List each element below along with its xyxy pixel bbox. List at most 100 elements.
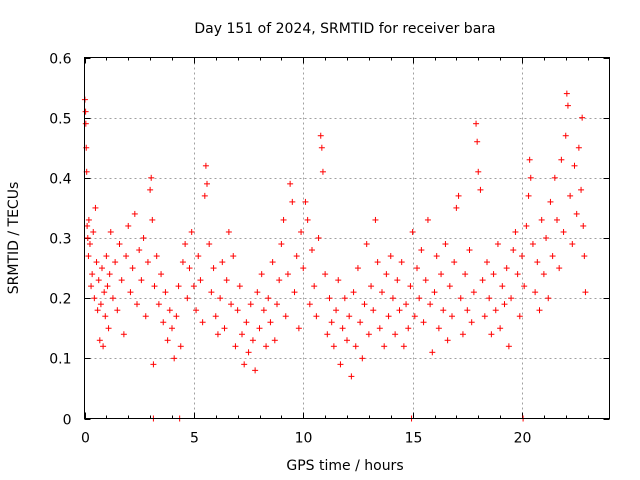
data-point xyxy=(525,192,532,199)
data-point xyxy=(374,259,381,266)
data-point xyxy=(418,247,425,254)
data-point xyxy=(538,216,545,223)
data-point xyxy=(107,228,114,235)
data-point xyxy=(90,228,97,235)
data-point xyxy=(501,301,508,308)
data-point xyxy=(302,198,309,205)
data-point xyxy=(86,241,93,248)
data-point xyxy=(265,295,272,302)
data-point xyxy=(136,247,143,254)
data-point xyxy=(106,271,113,278)
y-tick-labels: 0 0.1 0.2 0.3 0.4 0.5 0.6 xyxy=(49,52,71,429)
data-point xyxy=(193,307,200,314)
x-tick-label: 5 xyxy=(190,431,199,447)
data-point xyxy=(457,295,464,302)
data-point xyxy=(475,168,482,175)
data-point xyxy=(184,295,191,302)
data-point xyxy=(103,253,110,260)
data-point xyxy=(142,313,149,320)
data-point xyxy=(523,222,530,229)
data-point xyxy=(521,283,528,290)
data-point xyxy=(278,241,285,248)
data-point xyxy=(239,331,245,338)
data-point xyxy=(431,289,438,296)
data-point xyxy=(245,349,252,356)
data-point xyxy=(479,277,486,284)
data-point xyxy=(230,253,237,260)
data-point xyxy=(326,295,333,302)
data-point xyxy=(109,295,116,302)
data-point xyxy=(158,271,165,278)
data-point xyxy=(562,132,569,139)
data-point xyxy=(359,355,366,362)
y-tick-label: 0.5 xyxy=(49,112,71,128)
data-point xyxy=(473,120,480,127)
x-tick-label: 15 xyxy=(405,431,423,447)
data-point xyxy=(526,156,533,163)
data-point xyxy=(188,228,195,235)
data-point xyxy=(298,228,305,235)
data-point xyxy=(173,313,180,320)
data-point xyxy=(204,180,210,187)
data-point xyxy=(474,138,481,145)
data-point xyxy=(411,313,418,320)
data-point xyxy=(147,186,154,193)
data-point xyxy=(258,271,265,278)
data-point xyxy=(120,331,127,338)
data-point xyxy=(442,241,449,248)
data-point xyxy=(516,313,523,320)
data-point xyxy=(127,289,134,296)
data-point xyxy=(459,331,466,338)
data-point xyxy=(249,337,256,344)
data-point xyxy=(160,319,167,326)
data-point xyxy=(169,325,175,332)
data-point xyxy=(210,265,217,272)
data-point xyxy=(354,265,361,272)
data-point xyxy=(543,235,550,241)
y-tick-label: 0.6 xyxy=(49,52,71,68)
data-point xyxy=(330,343,337,350)
data-point xyxy=(494,241,501,248)
data-point xyxy=(118,277,125,284)
data-point xyxy=(540,271,547,278)
data-point xyxy=(481,313,488,320)
data-point xyxy=(300,265,307,272)
data-point xyxy=(453,204,460,211)
data-point xyxy=(153,253,160,260)
data-point xyxy=(440,307,447,314)
data-point xyxy=(228,301,235,308)
data-point xyxy=(427,301,434,308)
data-point xyxy=(148,174,155,181)
data-point xyxy=(236,283,243,290)
data-point xyxy=(435,325,442,332)
data-point xyxy=(492,307,499,314)
data-point xyxy=(263,343,270,350)
data-point xyxy=(529,241,536,248)
data-point xyxy=(225,228,232,235)
data-point xyxy=(116,241,123,248)
data-point xyxy=(581,253,588,260)
data-point xyxy=(505,343,512,350)
data-point xyxy=(519,253,525,260)
data-point xyxy=(104,283,111,290)
data-point xyxy=(322,271,329,278)
data-point xyxy=(582,289,589,296)
data-point xyxy=(470,289,477,296)
data-point xyxy=(131,210,138,217)
data-point xyxy=(85,216,92,223)
x-tick-label: 10 xyxy=(295,431,313,447)
data-point xyxy=(368,283,375,290)
data-point xyxy=(177,343,184,350)
data-point xyxy=(100,343,107,350)
data-point xyxy=(276,277,283,284)
data-point xyxy=(527,174,534,181)
data-point xyxy=(311,283,318,290)
data-point xyxy=(344,337,350,344)
data-point xyxy=(409,228,416,235)
data-point xyxy=(534,259,541,266)
data-point xyxy=(88,283,95,290)
data-point xyxy=(315,235,322,241)
data-point xyxy=(333,307,340,314)
